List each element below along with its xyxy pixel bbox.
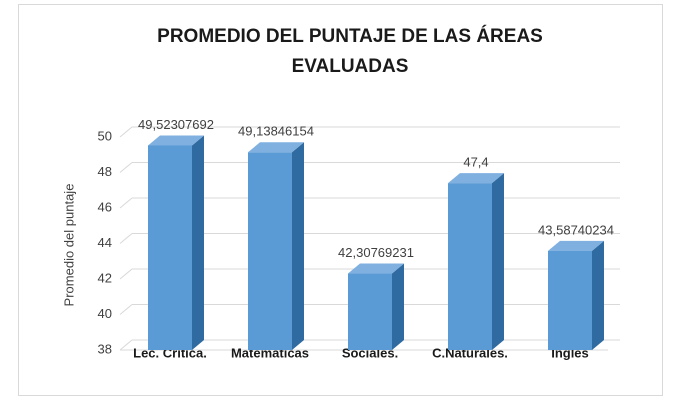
y-tick-label: 48 [98, 164, 112, 179]
bar [148, 145, 192, 350]
bar-side [292, 142, 304, 350]
bar [348, 273, 392, 350]
bar [548, 250, 592, 350]
y-tick-label: 42 [98, 270, 112, 285]
chart-frame [18, 4, 663, 396]
bar [448, 183, 492, 350]
grid-line [119, 126, 133, 138]
y-tick-label: 44 [98, 235, 112, 250]
bar-side [192, 135, 204, 350]
bar [248, 152, 292, 350]
value-label: 49,13846154 [238, 124, 314, 139]
bar-side [492, 173, 504, 350]
grid-line [119, 233, 133, 244]
bar-side [592, 240, 604, 350]
bar-top [348, 263, 404, 274]
value-label: 49,52307692 [138, 117, 214, 132]
bar-side [392, 263, 404, 350]
value-label: 47,4 [463, 155, 488, 170]
grid-line [119, 339, 133, 351]
y-axis-label: Promedio del puntaje [61, 184, 76, 307]
y-tick-label: 38 [98, 341, 112, 356]
value-label: 42,30769231 [338, 245, 414, 260]
bar-top [448, 173, 504, 184]
bar-top [548, 240, 604, 251]
y-tick-label: 46 [98, 199, 112, 214]
grid-line [119, 304, 133, 315]
grid-line [119, 197, 133, 209]
grid-line [119, 162, 133, 173]
grid-line [119, 268, 133, 280]
y-tick-label: 40 [98, 306, 112, 321]
bar-top [248, 142, 304, 153]
value-label: 43,58740234 [538, 222, 614, 237]
chart-title: PROMEDIO DEL PUNTAJE DE LAS ÁREAS EVALUA… [157, 26, 543, 77]
bar-top [148, 135, 204, 146]
y-tick-label: 50 [98, 128, 112, 143]
